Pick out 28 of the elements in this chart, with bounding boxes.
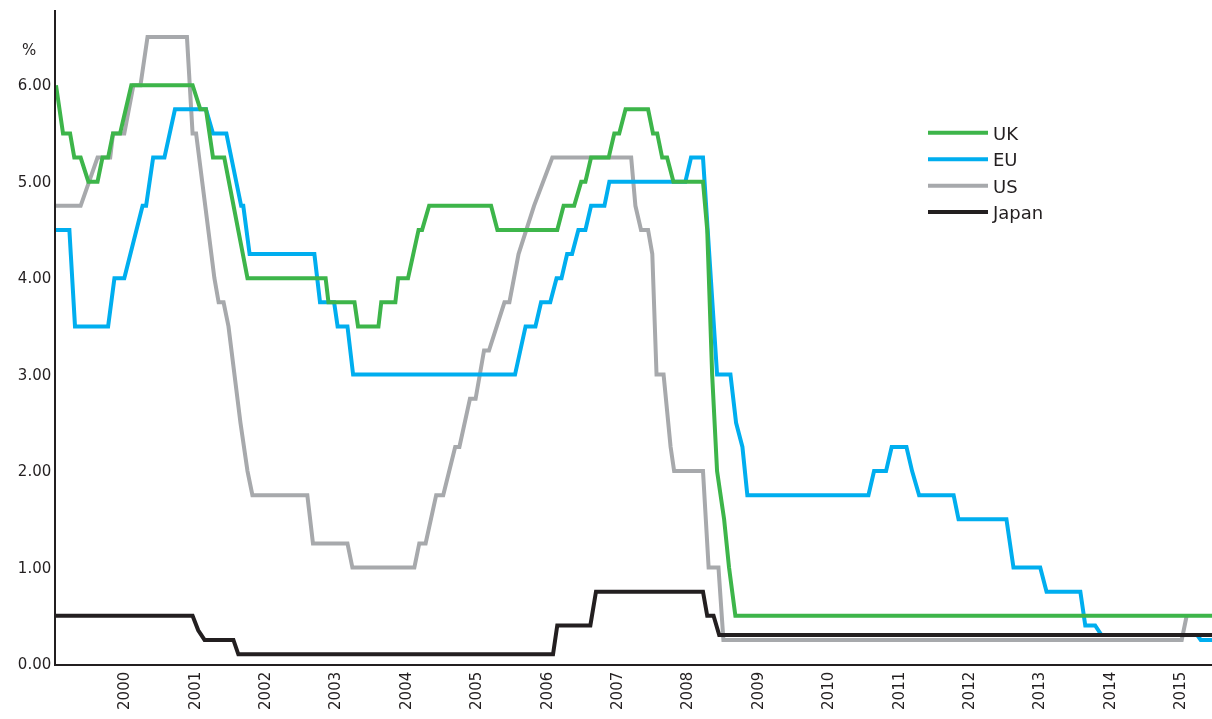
y-tick-label: 2.00 — [17, 462, 52, 481]
legend-label: UK — [993, 122, 1020, 144]
x-tick-label: 2000 — [115, 671, 134, 710]
x-tick-label: 2001 — [185, 671, 204, 710]
x-tick-label: 2011 — [889, 671, 908, 710]
x-tick-label: 2008 — [678, 671, 697, 710]
x-tick-label: 2015 — [1171, 671, 1190, 710]
legend-label: Japan — [992, 202, 1044, 224]
x-tick-label: 2012 — [959, 671, 978, 710]
y-tick-label: 0.00 — [17, 655, 52, 674]
y-axis-title: % — [22, 41, 37, 59]
x-tick-label: 2005 — [467, 671, 486, 710]
x-tick-label: 2003 — [326, 671, 345, 710]
x-tick-label: 2009 — [748, 671, 767, 710]
legend-label: US — [993, 175, 1018, 197]
x-tick-label: 2014 — [1100, 671, 1119, 710]
y-tick-label: 4.00 — [17, 269, 52, 288]
x-tick-label: 2007 — [607, 671, 626, 710]
y-tick-label: 3.00 — [17, 365, 52, 384]
legend-label: EU — [993, 149, 1018, 171]
y-tick-label: 1.00 — [17, 558, 52, 577]
x-tick-label: 2006 — [537, 671, 556, 710]
x-tick-label: 2010 — [819, 671, 838, 710]
x-tick-label: 2002 — [255, 671, 274, 710]
x-tick-label: 2013 — [1030, 671, 1049, 710]
y-tick-label: 5.00 — [17, 172, 52, 191]
y-tick-label: 6.00 — [17, 76, 52, 95]
x-tick-label: 2004 — [396, 671, 415, 710]
